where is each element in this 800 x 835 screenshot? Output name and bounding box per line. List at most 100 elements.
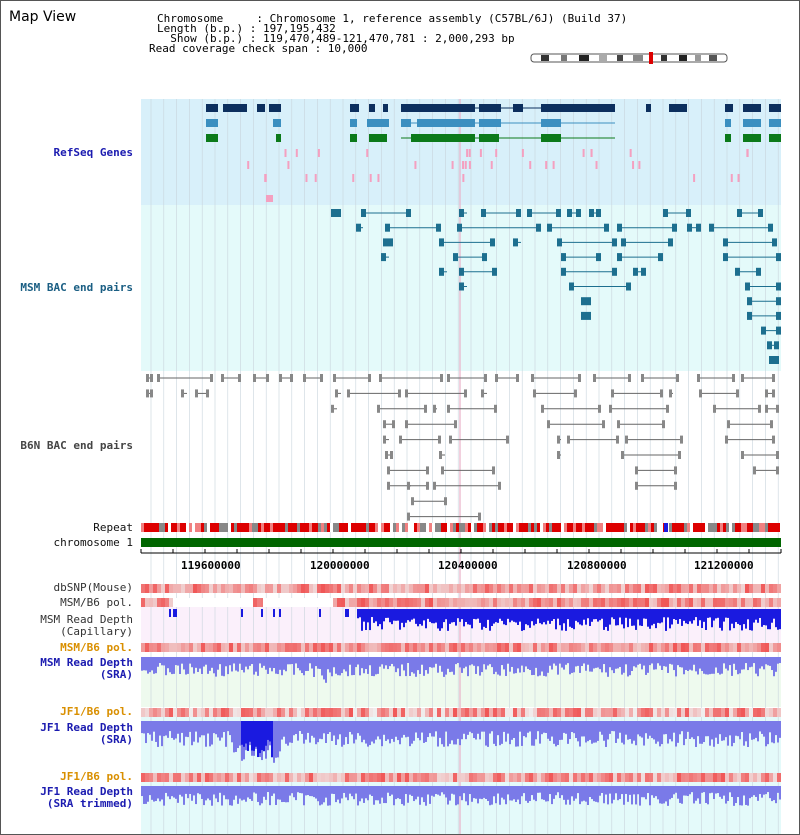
read-depth-bar (593, 786, 595, 802)
refseq-mark (462, 174, 465, 182)
repeat-segment (756, 523, 759, 532)
read-depth-bar (615, 609, 617, 626)
read-depth-bar (739, 721, 741, 740)
polymorphism-cell (293, 773, 297, 782)
repeat-segment (168, 523, 171, 532)
polymorphism-cell (173, 584, 177, 593)
read-depth-bar (525, 721, 527, 738)
read-depth-bar (735, 609, 737, 623)
gene-exon (669, 104, 687, 112)
read-depth-bar (435, 609, 437, 623)
read-depth-bar (709, 609, 711, 618)
bac-end-marker (635, 466, 638, 475)
read-depth-bar (249, 657, 251, 666)
bac-end-marker (769, 356, 774, 364)
read-depth-bar (471, 657, 473, 665)
read-depth-bar (401, 786, 403, 805)
refseq-mark (352, 174, 355, 182)
read-depth-bar (565, 786, 567, 805)
polymorphism-cell (633, 708, 637, 717)
bac-end-marker (492, 267, 497, 276)
gene-exon (725, 134, 731, 142)
polymorphism-cell (569, 708, 573, 717)
read-depth-bar (663, 657, 665, 667)
read-depth-bar (553, 786, 555, 799)
read-depth-bar (617, 609, 619, 626)
refseq-mark (287, 161, 290, 169)
polymorphism-cell (157, 598, 161, 607)
read-depth-bar (409, 609, 411, 622)
read-depth-bar (239, 657, 241, 664)
repeat-segment (630, 523, 633, 532)
read-depth-bar (309, 721, 311, 743)
read-depth-bar (649, 609, 651, 629)
read-depth-bar (349, 721, 351, 732)
read-depth-bar (743, 786, 745, 796)
bac-end-marker (676, 374, 679, 382)
refseq-mark (629, 149, 632, 157)
read-depth-bar (227, 721, 229, 732)
read-depth-bar (341, 657, 343, 674)
read-depth-bar (449, 657, 451, 673)
polymorphism-cell (589, 643, 593, 652)
repeat-segment (216, 523, 219, 532)
read-depth-bar (693, 609, 695, 621)
read-depth-bar (337, 657, 339, 676)
read-depth-bar (591, 721, 593, 744)
bac-end-marker (758, 209, 763, 217)
polymorphism-cell (725, 598, 729, 607)
repeat-segment (426, 523, 429, 532)
read-depth-bar (537, 657, 539, 677)
read-depth-bar (569, 657, 571, 675)
polymorphism-cell (725, 708, 729, 717)
polymorphism-cell (601, 598, 605, 607)
read-depth-bar (425, 786, 427, 806)
refseq-mark (377, 174, 380, 182)
read-depth-bar (459, 721, 461, 746)
repeat-segment (273, 523, 276, 532)
polymorphism-cell (701, 598, 705, 607)
polymorphism-cell (189, 584, 193, 593)
bac-end-marker (589, 209, 594, 217)
read-depth-bar (755, 657, 757, 674)
polymorphism-cell (329, 584, 333, 593)
polymorphism-cell (305, 584, 309, 593)
bac-end-marker (398, 389, 401, 398)
read-depth-bar (297, 721, 299, 741)
polymorphism-cell (633, 643, 637, 652)
repeat-segment (468, 523, 471, 532)
read-depth-bar (145, 786, 147, 804)
polymorphism-cell (173, 643, 177, 652)
read-depth-bar (455, 609, 457, 626)
read-depth-bar (425, 657, 427, 671)
bac-end-marker (628, 374, 631, 382)
read-depth-bar (691, 609, 693, 624)
read-depth-bar (275, 721, 277, 758)
polymorphism-cell (673, 643, 677, 652)
read-depth-bar (561, 721, 563, 740)
read-depth-bar (373, 609, 375, 623)
read-depth-bar (673, 609, 675, 620)
repeat-segment (483, 523, 486, 532)
repeat-segment (561, 523, 564, 532)
polymorphism-cell (669, 773, 673, 782)
polymorphism-cell (713, 643, 717, 652)
read-depth-bar (213, 721, 215, 734)
read-depth-bar (655, 657, 657, 670)
read-depth-bar (569, 721, 571, 740)
polymorphism-cell (609, 708, 613, 717)
polymorphism-cell (149, 584, 153, 593)
read-depth-bar (541, 657, 543, 672)
read-depth-bar (231, 657, 233, 672)
read-depth-bar (401, 721, 403, 738)
read-depth-bar (515, 721, 517, 747)
repeat-segment (174, 523, 177, 532)
read-depth-bar (335, 657, 337, 674)
polymorphism-cell (549, 643, 553, 652)
read-depth-bar (369, 786, 371, 795)
read-depth-bar (579, 657, 581, 673)
polymorphism-cell (617, 584, 621, 593)
repeat-segment (474, 523, 477, 532)
read-depth-bar (259, 657, 261, 664)
